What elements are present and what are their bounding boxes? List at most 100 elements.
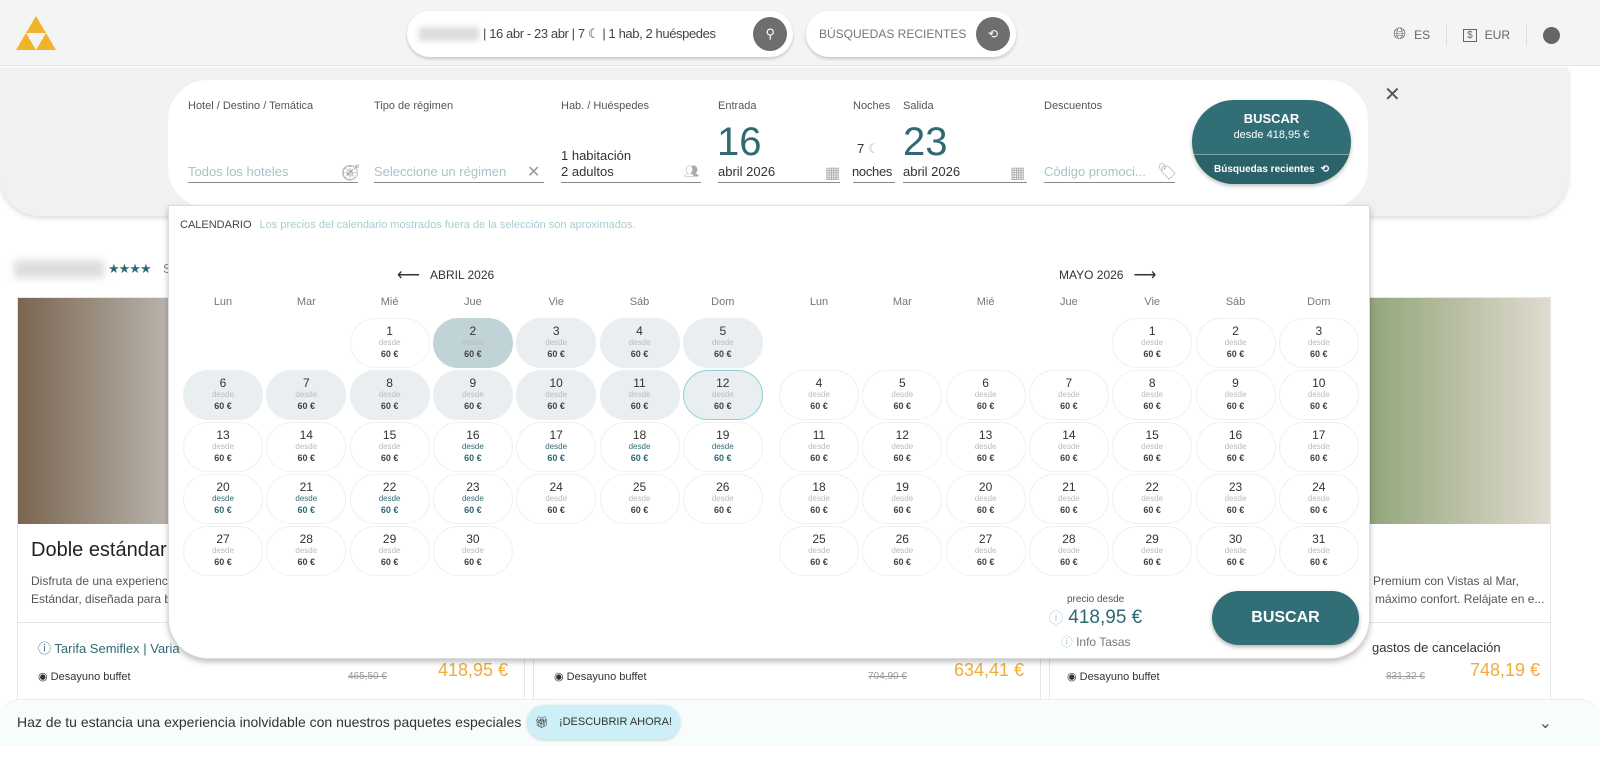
calendar-day[interactable]: 15 desde 60 € <box>349 422 430 472</box>
calendar-day[interactable]: 22 desde 60 € <box>349 474 430 524</box>
info-tasas-link[interactable]: ⓘ Info Tasas <box>1060 635 1131 649</box>
calendar-day[interactable]: 30 desde 60 € <box>1195 526 1276 576</box>
calendar-icon[interactable]: ▦ <box>1010 165 1026 182</box>
calendar-day[interactable]: 6 desde 60 € <box>183 370 263 420</box>
calendar-day[interactable]: 25 desde 60 € <box>599 474 680 524</box>
calendar-day[interactable]: 14 desde 60 € <box>1028 422 1109 472</box>
rate-name[interactable]: ⓘ Tarifa Semiflex | Varia <box>38 641 180 656</box>
calendar-day[interactable]: 26 desde 60 € <box>862 526 943 576</box>
day-price: 60 € <box>547 505 565 515</box>
calendar-day[interactable]: 5 desde 60 € <box>682 318 763 368</box>
calendar-day[interactable]: 20 desde 60 € <box>183 474 263 524</box>
calendar-day[interactable]: 29 desde 60 € <box>1112 526 1193 576</box>
calendar-day[interactable]: 17 desde 60 € <box>1278 422 1359 472</box>
calendar-day[interactable]: 2 desde 60 € <box>1195 318 1276 368</box>
calendar-day[interactable]: 2 desde 60 € <box>432 318 513 368</box>
calendar-day[interactable]: 29 desde 60 € <box>349 526 430 576</box>
recent-searches-button[interactable]: Búsquedas recientes ⟲ <box>1192 154 1351 184</box>
search-summary-pill[interactable]: | 16 abr - 23 abr | 7 ☾ | 1 hab, 2 huésp… <box>407 11 793 57</box>
calendar-day[interactable]: 21 desde 60 € <box>1028 474 1109 524</box>
calendar-day[interactable]: 3 desde 60 € <box>516 318 597 368</box>
calendar-day[interactable]: 17 desde 60 € <box>516 422 597 472</box>
calendar-day[interactable]: 16 desde 60 € <box>432 422 513 472</box>
calendar-day[interactable]: 10 desde 60 € <box>1278 370 1359 420</box>
regimen-select[interactable]: Seleccione un régimen <box>374 164 507 179</box>
calendar-day[interactable]: 23 desde 60 € <box>1195 474 1276 524</box>
calendar-day[interactable]: 7 desde 60 € <box>1028 370 1109 420</box>
calendar-day[interactable]: 13 desde 60 € <box>183 422 263 472</box>
calendar-day[interactable]: 19 desde 60 € <box>862 474 943 524</box>
calendar-day[interactable]: 28 desde 60 € <box>1028 526 1109 576</box>
chevron-down-icon[interactable]: ⌄ <box>1538 715 1552 732</box>
board-option[interactable]: ◉ Desayuno buffet <box>1067 671 1160 683</box>
calendar-day[interactable]: 21 desde 60 € <box>266 474 347 524</box>
calendar-day[interactable]: 14 desde 60 € <box>266 422 347 472</box>
rooms-value[interactable]: 1 habitación <box>561 148 632 163</box>
next-month-arrow-icon[interactable]: ⟶ <box>1133 267 1157 284</box>
calendar-day[interactable]: 12 desde 60 € <box>682 370 763 420</box>
discover-button[interactable]: 🎁︎ ¡DESCUBRIR AHORA! <box>527 705 680 739</box>
board-option[interactable]: ◉ Desayuno buffet <box>38 671 131 683</box>
calendar-day[interactable]: 18 desde 60 € <box>599 422 680 472</box>
checkin-month[interactable]: abril 2026 <box>718 164 776 179</box>
day-price: 60 € <box>714 453 732 463</box>
calendar-day[interactable]: 19 desde 60 € <box>682 422 763 472</box>
calendar-day[interactable]: 30 desde 60 € <box>432 526 513 576</box>
recent-searches-pill[interactable]: BÚSQUEDAS RECIENTES ⟲ <box>806 11 1016 57</box>
hotel-input[interactable]: Todos los hoteles <box>188 164 289 179</box>
calendar-day[interactable]: 22 desde 60 € <box>1112 474 1193 524</box>
currency-icon[interactable]: $ <box>1463 28 1477 42</box>
calendar-icon[interactable]: ▦ <box>825 165 841 182</box>
calendar-day[interactable]: 16 desde 60 € <box>1195 422 1276 472</box>
calendar-day[interactable]: 1 desde 60 € <box>1112 318 1193 368</box>
calendar-day[interactable]: 28 desde 60 € <box>266 526 347 576</box>
calendar-day[interactable]: 12 desde 60 € <box>862 422 943 472</box>
hotel-label: Hotel / Destino / Temática <box>188 100 314 112</box>
calendar-day[interactable]: 5 desde 60 € <box>862 370 943 420</box>
calendar-day[interactable]: 1 desde 60 € <box>349 318 430 368</box>
info-icon[interactable]: ⓘ <box>1049 610 1063 626</box>
close-icon[interactable]: ✕ <box>1384 84 1401 106</box>
recent-search-icon[interactable]: ⟲ <box>976 17 1010 51</box>
calendar-day[interactable]: 7 desde 60 € <box>266 370 347 420</box>
checkout-day[interactable]: 23 <box>903 120 948 164</box>
calendar-day[interactable]: 18 desde 60 € <box>779 474 859 524</box>
calendar-day[interactable]: 26 desde 60 € <box>682 474 763 524</box>
calendar-day[interactable]: 3 desde 60 € <box>1278 318 1359 368</box>
calendar-day[interactable]: 20 desde 60 € <box>945 474 1026 524</box>
calendar-day[interactable]: 27 desde 60 € <box>945 526 1026 576</box>
language-selector[interactable]: ES <box>1414 28 1431 42</box>
checkin-day[interactable]: 16 <box>717 120 762 164</box>
search-button[interactable]: BUSCAR desde 418,95 € Búsquedas reciente… <box>1192 100 1351 184</box>
globe-icon[interactable]: 🌐︎ <box>1393 26 1407 43</box>
calendar-day[interactable]: 25 desde 60 € <box>779 526 859 576</box>
day-number: 24 <box>549 480 563 494</box>
search-icon[interactable]: ⚲ <box>753 17 787 51</box>
currency-selector[interactable]: EUR <box>1484 28 1510 42</box>
calendar-day[interactable]: 27 desde 60 € <box>183 526 263 576</box>
calendar-day[interactable]: 9 desde 60 € <box>432 370 513 420</box>
calendar-day[interactable]: 24 desde 60 € <box>1278 474 1359 524</box>
calendar-day[interactable]: 15 desde 60 € <box>1112 422 1193 472</box>
calendar-day[interactable]: 8 desde 60 € <box>1112 370 1193 420</box>
board-option[interactable]: ◉ Desayuno buffet <box>554 671 647 683</box>
calendar-day[interactable]: 4 desde 60 € <box>779 370 859 420</box>
from-label: desde <box>891 494 914 503</box>
checkout-month[interactable]: abril 2026 <box>903 164 961 179</box>
calendar-day[interactable]: 31 desde 60 € <box>1278 526 1359 576</box>
calendar-day[interactable]: 24 desde 60 € <box>516 474 597 524</box>
calendar-day[interactable]: 4 desde 60 € <box>599 318 680 368</box>
prev-month-arrow-icon[interactable]: ⟵ <box>397 267 420 284</box>
user-account-icon[interactable] <box>1543 26 1560 44</box>
calendar-day[interactable]: 10 desde 60 € <box>516 370 597 420</box>
promo-code-input[interactable]: Código promoci... <box>1044 164 1146 179</box>
adults-value[interactable]: 2 adultos <box>561 164 614 179</box>
calendar-day[interactable]: 11 desde 60 € <box>599 370 680 420</box>
calendar-day[interactable]: 6 desde 60 € <box>945 370 1026 420</box>
calendar-day[interactable]: 11 desde 60 € <box>779 422 859 472</box>
calendar-day[interactable]: 9 desde 60 € <box>1195 370 1276 420</box>
calendar-search-button[interactable]: BUSCAR <box>1212 591 1359 645</box>
calendar-day[interactable]: 23 desde 60 € <box>432 474 513 524</box>
calendar-day[interactable]: 13 desde 60 € <box>945 422 1026 472</box>
calendar-day[interactable]: 8 desde 60 € <box>349 370 430 420</box>
